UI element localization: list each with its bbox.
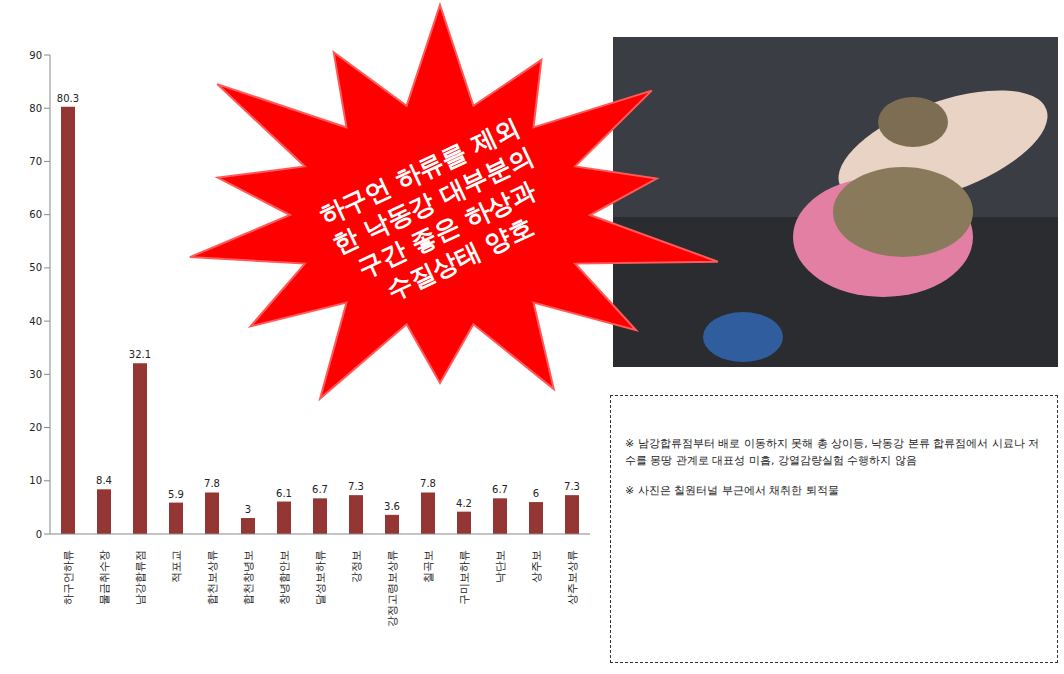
svg-text:7.8: 7.8 — [204, 478, 220, 489]
svg-text:상주보: 상주보 — [530, 550, 543, 583]
svg-text:구간 좋은 하상과: 구간 좋은 하상과 — [353, 175, 541, 284]
html-text:※ 남강합류점부터 배로 이동하지 못해 총 상이등, 낙동: ※ 남강합류점부터 배로 이동하지 못해 총 상이등, 낙동강 본류 합류점에서… — [625, 437, 1040, 467]
svg-text:7.3: 7.3 — [564, 481, 580, 492]
svg-text:합천보상류: 합천보상류 — [206, 550, 219, 605]
svg-text:물금취수장: 물금취수장 — [98, 550, 111, 605]
svg-text:40: 40 — [29, 316, 42, 327]
svg-text:8.4: 8.4 — [96, 475, 112, 486]
svg-text:32.1: 32.1 — [129, 349, 151, 360]
svg-text:하구언 하류를 제외: 하구언 하류를 제외 — [315, 112, 525, 231]
svg-text:3: 3 — [245, 504, 251, 515]
svg-text:남강합류점: 남강합류점 — [134, 550, 147, 605]
svg-text:7.3: 7.3 — [348, 481, 364, 492]
svg-text:3.6: 3.6 — [384, 501, 400, 512]
svg-text:7.8: 7.8 — [420, 478, 436, 489]
html-text:※ 사진은 칠원터널 부근에서 채취한 퇴적물: ※ 사진은 칠원터널 부근에서 채취한 퇴적물 — [625, 484, 839, 497]
svg-text:6.7: 6.7 — [492, 484, 508, 495]
svg-text:적포교: 적포교 — [170, 550, 183, 583]
svg-text:30: 30 — [29, 369, 42, 380]
svg-text:칠곡보: 칠곡보 — [422, 550, 435, 583]
svg-text:하구언하류: 하구언하류 — [62, 550, 75, 605]
svg-text:구미보하류: 구미보하류 — [458, 550, 471, 605]
svg-text:50: 50 — [29, 262, 42, 273]
svg-text:창녕함안보: 창녕함안보 — [278, 550, 291, 605]
svg-text:0: 0 — [36, 529, 42, 540]
svg-text:80.3: 80.3 — [57, 93, 79, 104]
svg-text:달성보하류: 달성보하류 — [314, 550, 327, 605]
svg-text:6.7: 6.7 — [312, 484, 328, 495]
svg-text:한 낙동강 대부분의: 한 낙동강 대부분의 — [328, 141, 538, 260]
svg-text:강정고령보상류: 강정고령보상류 — [386, 550, 399, 627]
svg-text:상주보상류: 상주보상류 — [566, 550, 579, 605]
svg-text:70: 70 — [29, 156, 42, 167]
svg-text:5.9: 5.9 — [168, 489, 184, 500]
svg-text:4.2: 4.2 — [456, 498, 472, 509]
svg-text:강정보: 강정보 — [350, 550, 363, 583]
svg-text:80: 80 — [29, 103, 42, 114]
svg-text:20: 20 — [29, 422, 42, 433]
svg-text:90: 90 — [29, 50, 42, 61]
svg-text:6.1: 6.1 — [276, 488, 292, 499]
svg-text:60: 60 — [29, 209, 42, 220]
svg-text:10: 10 — [29, 475, 42, 486]
svg-text:6: 6 — [533, 488, 539, 499]
svg-text:수질상태 양호: 수질상태 양호 — [382, 212, 538, 305]
svg-text:합천창녕보: 합천창녕보 — [242, 550, 255, 605]
svg-text:낙단보: 낙단보 — [494, 550, 507, 583]
